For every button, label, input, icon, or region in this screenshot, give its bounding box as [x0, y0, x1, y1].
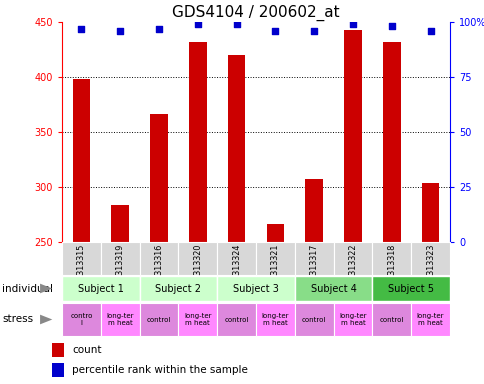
Text: long-ter
m heat: long-ter m heat	[106, 313, 134, 326]
Bar	[178, 303, 217, 336]
Point	[194, 21, 201, 27]
Bar	[189, 42, 206, 242]
Text: Subject 4: Subject 4	[310, 283, 356, 293]
Bar	[101, 303, 139, 336]
Text: control: control	[224, 316, 248, 323]
Point	[310, 28, 318, 34]
Bar	[150, 114, 167, 242]
Bar	[217, 242, 256, 275]
Bar	[333, 303, 372, 336]
Text: percentile rank within the sample: percentile rank within the sample	[72, 365, 247, 375]
Text: GSM313315: GSM313315	[77, 244, 86, 292]
Bar	[111, 205, 129, 242]
Bar	[62, 242, 101, 275]
Text: GSM313318: GSM313318	[387, 244, 395, 292]
Text: control: control	[302, 316, 326, 323]
Bar	[217, 276, 294, 301]
Bar	[294, 303, 333, 336]
Bar	[139, 276, 217, 301]
Bar	[410, 303, 449, 336]
Bar	[139, 303, 178, 336]
Text: GSM313321: GSM313321	[271, 244, 279, 292]
Bar	[410, 242, 449, 275]
Point	[77, 25, 85, 31]
Bar	[372, 242, 410, 275]
Bar	[382, 42, 400, 242]
Bar	[372, 303, 410, 336]
Bar	[294, 242, 333, 275]
Text: contro
l: contro l	[70, 313, 92, 326]
Point	[387, 23, 395, 30]
Polygon shape	[40, 314, 52, 324]
Text: count: count	[72, 345, 101, 355]
Text: long-ter
m heat: long-ter m heat	[261, 313, 288, 326]
Bar	[266, 224, 284, 242]
Text: long-ter
m heat: long-ter m heat	[183, 313, 211, 326]
Bar	[294, 276, 372, 301]
Bar	[227, 55, 245, 242]
Bar	[73, 79, 90, 242]
Point	[232, 21, 240, 27]
Text: Subject 5: Subject 5	[387, 283, 433, 293]
Bar	[62, 276, 139, 301]
Text: GSM313324: GSM313324	[232, 244, 241, 292]
Bar	[372, 276, 449, 301]
Bar	[333, 242, 372, 275]
Polygon shape	[40, 284, 52, 293]
Text: Subject 1: Subject 1	[78, 283, 123, 293]
Text: individual: individual	[2, 283, 53, 293]
Bar	[139, 242, 178, 275]
Text: GSM313322: GSM313322	[348, 244, 357, 292]
Text: long-ter
m heat: long-ter m heat	[416, 313, 443, 326]
Bar	[101, 242, 139, 275]
Bar	[52, 343, 64, 357]
Bar	[421, 183, 439, 242]
Text: stress: stress	[2, 314, 33, 324]
Text: long-ter
m heat: long-ter m heat	[338, 313, 366, 326]
Bar	[344, 30, 361, 242]
Text: Subject 2: Subject 2	[155, 283, 201, 293]
Bar	[305, 179, 322, 242]
Bar	[52, 363, 64, 377]
Bar	[256, 303, 294, 336]
Text: GSM313317: GSM313317	[309, 244, 318, 292]
Point	[116, 28, 124, 34]
Title: GDS4104 / 200602_at: GDS4104 / 200602_at	[172, 5, 339, 21]
Text: GSM313323: GSM313323	[425, 244, 434, 292]
Text: GSM313316: GSM313316	[154, 244, 163, 292]
Bar	[62, 303, 101, 336]
Point	[426, 28, 434, 34]
Text: control: control	[379, 316, 403, 323]
Text: GSM313319: GSM313319	[116, 244, 124, 292]
Bar	[256, 242, 294, 275]
Point	[271, 28, 279, 34]
Text: Subject 3: Subject 3	[233, 283, 278, 293]
Bar	[178, 242, 217, 275]
Text: GSM313320: GSM313320	[193, 244, 202, 292]
Text: control: control	[147, 316, 171, 323]
Bar	[217, 303, 256, 336]
Point	[155, 25, 163, 31]
Point	[348, 21, 356, 27]
